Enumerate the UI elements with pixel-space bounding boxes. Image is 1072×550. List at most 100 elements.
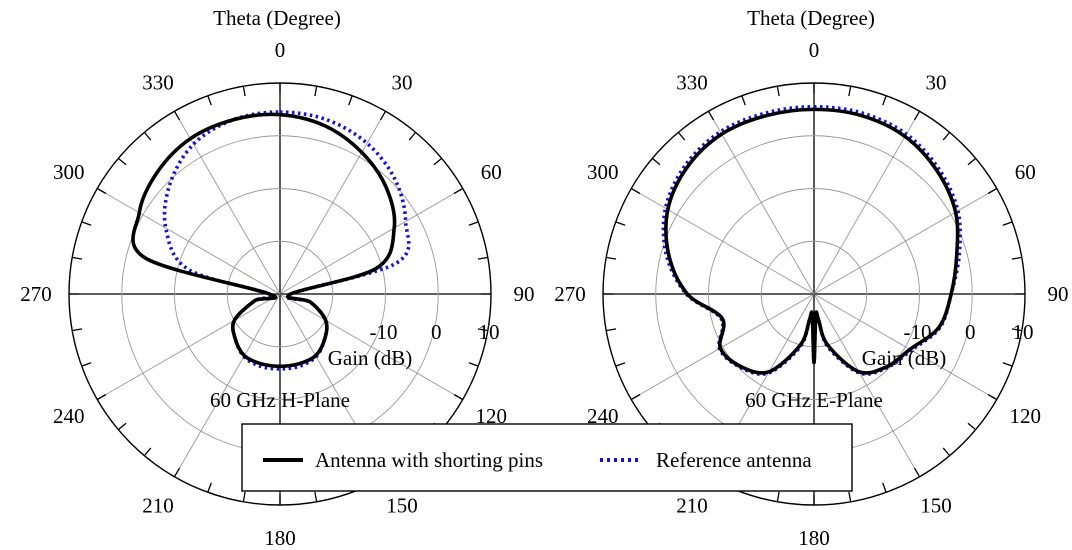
angle-tick-220 (143, 447, 152, 457)
angle-tick-330 (173, 110, 181, 121)
angle-tick-290 (81, 221, 92, 226)
angle-tick-110 (468, 362, 479, 367)
angle-tick-160 (882, 482, 887, 493)
angle-tick-300 (96, 187, 107, 195)
angle-tick-70 (468, 221, 479, 226)
radial-tick-label: 0 (965, 320, 976, 344)
series-line-shorting-pins (131, 112, 397, 369)
legend: Antenna with shorting pins Reference ant… (241, 423, 853, 492)
radial-tick-label: 10 (479, 320, 500, 344)
radial-tick-label: 10 (1013, 320, 1034, 344)
angle-tick-label-90: 90 (1048, 282, 1069, 306)
angle-tick-label-330: 330 (676, 71, 708, 95)
angle-tick-170 (314, 491, 318, 502)
angle-tick-250 (81, 362, 92, 367)
angle-tick-label-180: 180 (264, 526, 296, 550)
angle-tick-label-0: 0 (275, 38, 286, 62)
angle-tick-20 (882, 95, 887, 106)
angle-tick-50 (433, 157, 443, 166)
angle-tick-label-60: 60 (481, 160, 502, 184)
angle-tick-10 (848, 86, 852, 97)
angle-tick-label-30: 30 (926, 71, 947, 95)
angle-tick-label-90: 90 (514, 282, 535, 306)
angle-tick-260 (72, 328, 83, 332)
legend-label-reference: Reference antenna (656, 448, 812, 472)
angle-tick-label-30: 30 (392, 71, 413, 95)
legend-label-shorting-pins: Antenna with shorting pins (315, 448, 543, 472)
angle-tick-20 (348, 95, 353, 106)
grid-ring (226, 240, 334, 348)
angle-tick-label-0: 0 (809, 38, 820, 62)
angle-tick-label-120: 120 (1010, 404, 1042, 428)
legend-box (241, 423, 853, 492)
angle-tick-290 (615, 221, 626, 226)
angle-tick-label-150: 150 (386, 493, 418, 517)
radial-tick-label: 0 (431, 320, 442, 344)
angle-tick-250 (615, 362, 626, 367)
grid-ring (708, 188, 920, 400)
radial-axis-title: Gain (dB) (862, 346, 947, 370)
series-line-shorting-pins (664, 107, 960, 375)
angle-tick-10 (314, 86, 318, 97)
angle-axis-title: Theta (Degree) (747, 6, 875, 30)
angle-tick-label-210: 210 (676, 493, 708, 517)
angle-tick-280 (72, 256, 83, 260)
radial-axis-title: Gain (dB) (328, 346, 413, 370)
angle-tick-120 (453, 393, 464, 401)
angle-tick-190 (776, 491, 780, 502)
plot-caption: 60 GHz H-Plane (210, 388, 350, 412)
angle-tick-190 (242, 491, 246, 502)
angle-tick-100 (477, 328, 488, 332)
angle-tick-label-300: 300 (587, 160, 619, 184)
angle-tick-label-330: 330 (142, 71, 174, 95)
angle-tick-80 (477, 256, 488, 260)
angle-tick-330 (707, 110, 715, 121)
angle-tick-60 (987, 187, 998, 195)
angle-tick-120 (987, 393, 998, 401)
angle-tick-320 (677, 131, 686, 141)
angle-tick-340 (207, 95, 212, 106)
angle-axis-title: Theta (Degree) (213, 6, 341, 30)
angle-tick-310 (651, 157, 661, 166)
angle-tick-70 (1002, 221, 1013, 226)
angle-tick-100 (1011, 328, 1022, 332)
angle-tick-350 (776, 86, 780, 97)
angle-tick-230 (117, 422, 127, 431)
angle-tick-60 (453, 187, 464, 195)
angle-tick-label-210: 210 (142, 493, 174, 517)
angle-tick-80 (1011, 256, 1022, 260)
angle-tick-200 (207, 482, 212, 493)
angle-tick-310 (117, 157, 127, 166)
angle-tick-140 (942, 447, 951, 457)
angle-tick-50 (967, 157, 977, 166)
angle-tick-170 (848, 491, 852, 502)
angle-tick-label-180: 180 (798, 526, 830, 550)
angle-tick-300 (630, 187, 641, 195)
angle-tick-30 (379, 110, 387, 121)
angle-tick-110 (1002, 362, 1013, 367)
angle-tick-label-300: 300 (53, 160, 85, 184)
angle-tick-260 (606, 328, 617, 332)
angle-tick-label-150: 150 (920, 493, 952, 517)
angle-tick-label-270: 270 (20, 282, 52, 306)
angle-tick-350 (242, 86, 246, 97)
angle-tick-340 (741, 95, 746, 106)
angle-tick-240 (96, 393, 107, 401)
angle-tick-240 (630, 393, 641, 401)
angle-tick-label-60: 60 (1015, 160, 1036, 184)
plot-caption: 60 GHz E-Plane (745, 388, 883, 412)
angle-tick-320 (143, 131, 152, 141)
angle-tick-210 (173, 467, 181, 478)
radial-tick-label: -10 (370, 320, 398, 344)
grid-ring (174, 188, 386, 400)
angle-tick-label-240: 240 (53, 404, 85, 428)
angle-tick-130 (967, 422, 977, 431)
angle-tick-40 (408, 131, 417, 141)
angle-tick-label-270: 270 (554, 282, 586, 306)
angle-tick-30 (913, 110, 921, 121)
angle-tick-40 (942, 131, 951, 141)
angle-tick-150 (913, 467, 921, 478)
radial-tick-label: -10 (904, 320, 932, 344)
